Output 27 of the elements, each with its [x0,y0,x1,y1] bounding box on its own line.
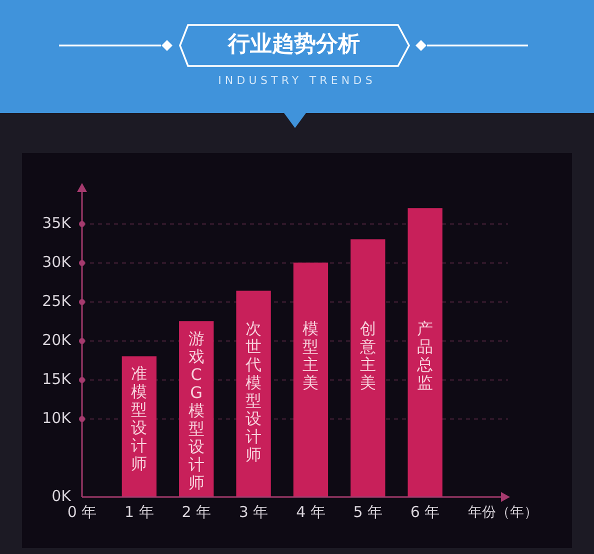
bar [408,208,442,497]
x-axis-title: 年份（年） [468,504,538,521]
x-tick-label: 2 年 [182,502,212,521]
bar [236,290,271,497]
x-tick-label: 1 年 [124,502,154,521]
annotation: 创意主美 [358,319,377,392]
x-tick-label: 6 年 [410,502,440,521]
y-tick-label: 25K [42,292,72,310]
x-tick-label: 4 年 [296,502,326,521]
bar [350,239,386,497]
chart-subtitle: INDUSTRY TRENDS [217,73,377,89]
annotation: 准模型设计师 [130,364,148,473]
y-tick-label: 10K [42,408,72,427]
annotation: 产品总监 [416,319,434,392]
x-tick-label: 5 年 [353,502,383,521]
annotation: 次世代模型设计师 [244,319,263,464]
annotation: 模型主美 [302,319,320,392]
y-tick-label: 20K [42,330,72,349]
bar [293,262,328,497]
x-tick-label: 0 年 [67,502,97,521]
y-tick-label: 0K [52,486,72,505]
y-tick-label: 15K [42,370,72,388]
y-tick-label: 30K [42,252,72,271]
x-tick-label: 3 年 [238,502,268,521]
chart-title: 行业趋势分析 [226,31,361,59]
y-tick-label: 35K [42,214,72,232]
text: 游戏CG模型设计师 [188,328,204,492]
